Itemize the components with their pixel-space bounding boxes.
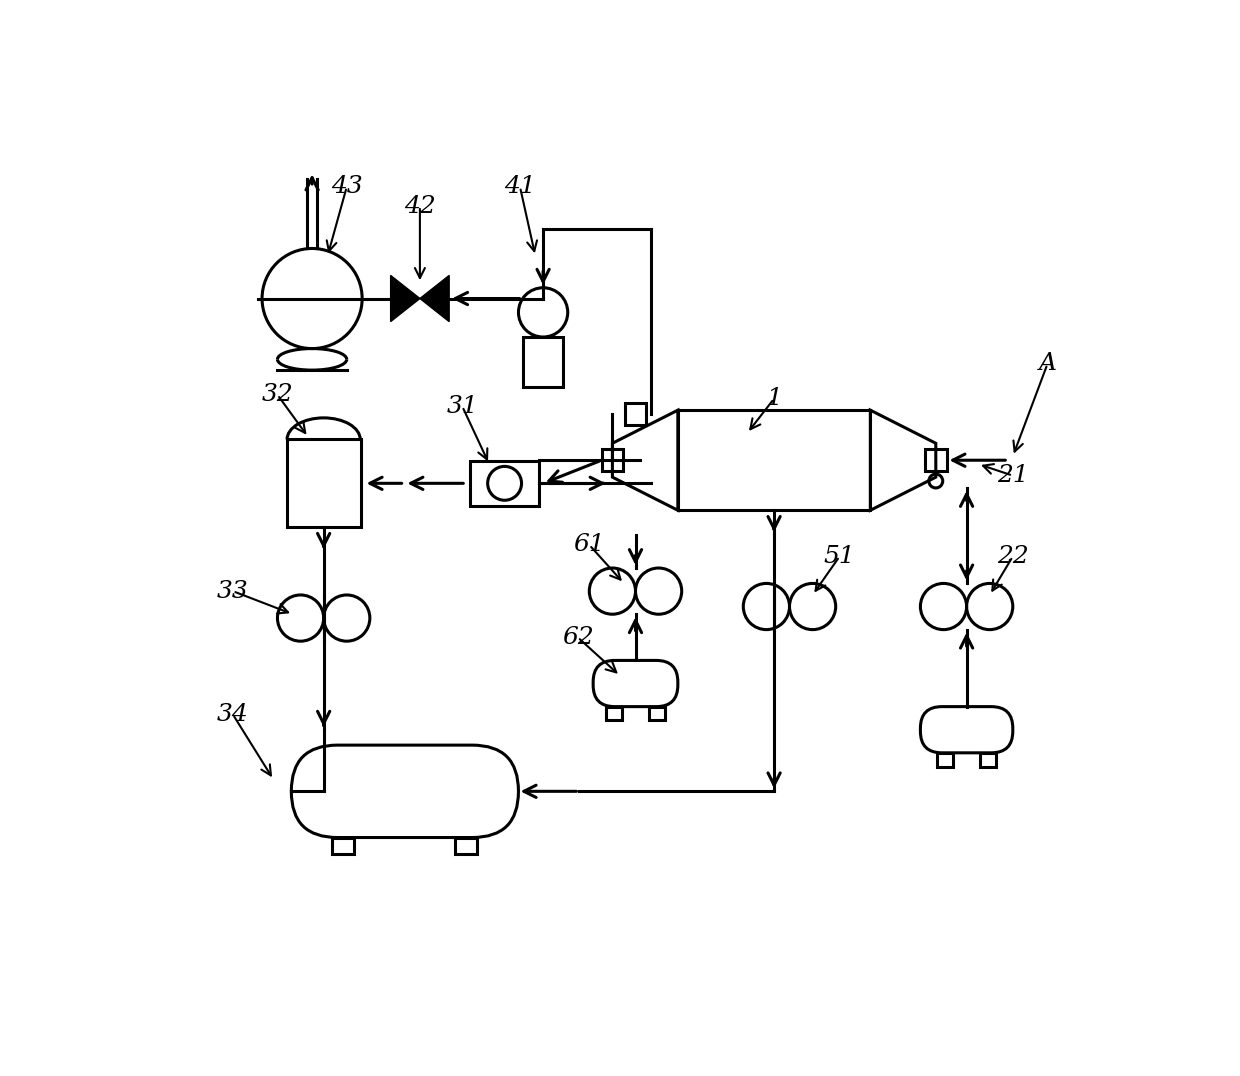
Text: 31: 31	[446, 395, 479, 417]
Text: 32: 32	[262, 383, 294, 407]
Text: 34: 34	[217, 703, 249, 726]
Bar	[455, 837, 477, 854]
Bar	[523, 337, 563, 387]
Bar	[625, 404, 646, 425]
Text: 22: 22	[997, 544, 1029, 568]
Bar	[678, 410, 870, 510]
Bar	[470, 461, 539, 506]
Bar	[925, 450, 946, 471]
Text: 62: 62	[562, 626, 594, 649]
Bar	[650, 707, 665, 721]
Bar	[601, 450, 624, 471]
Text: 21: 21	[997, 464, 1029, 487]
Polygon shape	[420, 275, 449, 322]
Bar	[981, 753, 996, 767]
Bar	[288, 439, 361, 527]
Text: 43: 43	[331, 175, 362, 198]
Bar	[937, 753, 952, 767]
Text: A: A	[1038, 353, 1056, 376]
Text: 42: 42	[404, 195, 435, 217]
Text: 61: 61	[573, 534, 605, 556]
Bar	[332, 837, 353, 854]
Text: 41: 41	[505, 175, 536, 198]
Text: 33: 33	[217, 580, 249, 603]
Bar	[606, 707, 621, 721]
Text: 51: 51	[823, 544, 856, 568]
Text: 1: 1	[766, 387, 782, 410]
Polygon shape	[391, 275, 420, 322]
